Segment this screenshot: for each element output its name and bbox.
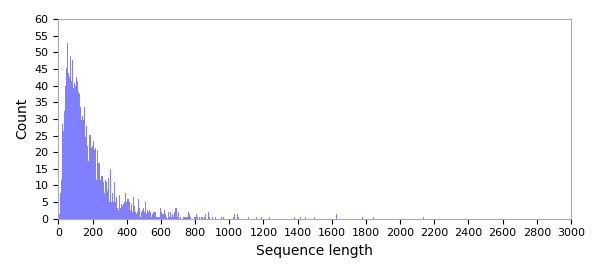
X-axis label: Sequence length: Sequence length [256,244,373,258]
Y-axis label: Count: Count [15,98,29,140]
